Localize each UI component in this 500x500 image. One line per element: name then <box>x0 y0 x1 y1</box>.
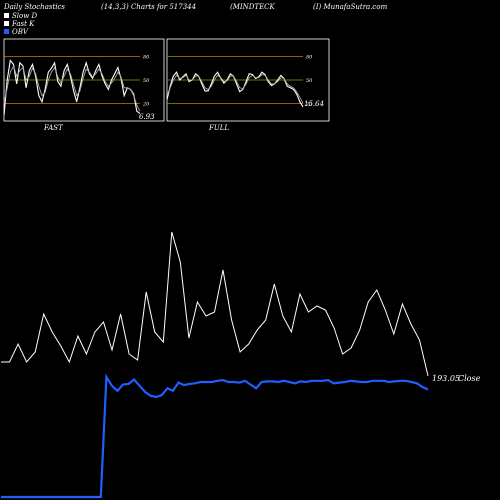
fast-tick-label: 50 <box>143 78 150 84</box>
fast-value-label: 6.93 <box>139 113 155 121</box>
price-value-label: 193.05 <box>432 374 460 383</box>
legend-swatch <box>4 29 9 34</box>
legend-label: OBV <box>12 28 28 36</box>
price-line <box>1 231 429 377</box>
obv-line <box>1 373 429 499</box>
full-value-label: 15.64 <box>304 100 324 108</box>
chart-params-label: (14,3,3) Charts for 517344 <box>101 3 197 11</box>
fast-fast-k-line <box>3 59 141 116</box>
legend-swatch <box>4 13 9 18</box>
legend-swatch <box>4 21 9 26</box>
fast-tick-label: 20 <box>142 101 150 107</box>
full-stochastic-panel: 20 50 80 15.64 FULL <box>166 38 330 132</box>
chart-type-label: Daily Stochastics <box>4 3 66 11</box>
full-fast-k-line <box>166 71 304 108</box>
fast-stochastic-panel: 20 50 80 6.93 FAST <box>3 38 165 132</box>
site-label: (I) MunafaSutra.com <box>313 3 388 11</box>
full-tick-label: 80 <box>306 55 313 61</box>
legend-slow-d: Slow D <box>4 12 37 20</box>
close-label: Close <box>458 374 481 383</box>
full-panel-title: FULL <box>208 124 229 132</box>
fast-tick-label: 80 <box>143 55 150 61</box>
legend-label: Fast K <box>12 20 35 28</box>
full-slow-d-line <box>166 74 304 104</box>
legend-label: Slow D <box>12 12 38 20</box>
fast-slow-d-line <box>3 64 141 112</box>
price-obv-panel <box>1 231 429 499</box>
legend-fast-k: Fast K <box>4 20 34 28</box>
legend-obv: OBV <box>4 28 28 36</box>
full-tick-label: 50 <box>306 78 313 84</box>
symbol-label: (MINDTECK <box>230 3 275 11</box>
fast-panel-title: FAST <box>43 124 64 132</box>
full-tick-label: 20 <box>305 101 313 107</box>
